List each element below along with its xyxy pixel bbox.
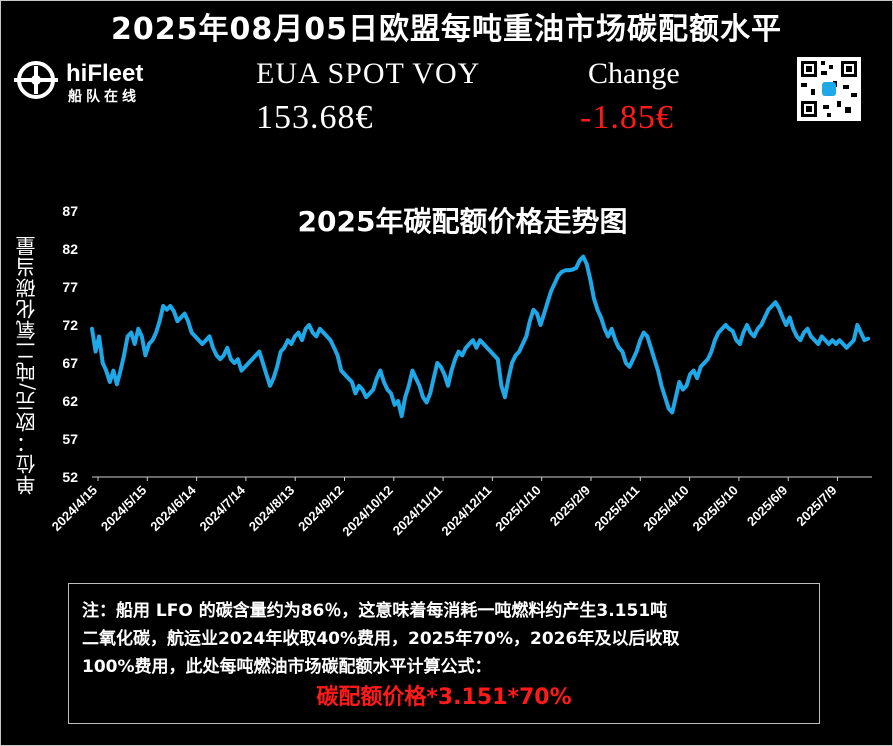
- logo-name: hiFleet: [66, 60, 144, 87]
- y-tick-label: 67: [62, 355, 78, 371]
- x-tick-label: 2025/6/9: [744, 483, 790, 529]
- y-tick-label: 57: [62, 431, 78, 447]
- note-line-1: 注：船用 LFO 的碳含量约为86％，这意味着每消耗一吨燃料约产生3.151吨: [82, 601, 668, 621]
- price-chart: 52 57 62 67 72 77 82 87 2024/4/152024/5/152024/6…: [49, 203, 872, 540]
- price-change: -1.85€: [580, 99, 674, 136]
- x-tick-label: 2024/8/13: [246, 483, 298, 535]
- x-tick-label: 2024/9/12: [295, 483, 347, 535]
- x-tick-label: 2025/2/9: [547, 483, 593, 529]
- y-tick-label: 72: [62, 317, 78, 333]
- note-box: 注：船用 LFO 的碳含量约为86％，这意味着每消耗一吨燃料约产生3.151吨 …: [68, 583, 820, 724]
- x-tick-label: 2024/10/12: [339, 483, 396, 540]
- y-tick-label: 82: [62, 241, 78, 257]
- x-tick-label: 2025/1/10: [492, 483, 544, 535]
- qr-pattern: [801, 61, 857, 117]
- change-label: Change: [588, 57, 680, 90]
- hifleet-logo: hiFleet 船队在线: [14, 58, 164, 108]
- y-tick-label: 52: [62, 469, 78, 485]
- x-tick-label: 2025/4/10: [640, 483, 692, 535]
- qr-code-icon[interactable]: [797, 57, 861, 121]
- spot-price: 153.68€: [256, 99, 374, 136]
- x-tick-label: 2024/7/14: [197, 482, 249, 534]
- spot-label: EUA SPOT VOY: [256, 57, 481, 90]
- page-title: 2025年08月05日欧盟每吨重油市场碳配额水平: [111, 12, 782, 47]
- y-tick-label: 87: [62, 203, 78, 219]
- y-tick-label: 77: [62, 279, 78, 295]
- x-tick-label: 2024/4/15: [49, 483, 101, 535]
- x-tick-label: 2024/6/14: [147, 482, 199, 534]
- formula: 碳配额价格*3.151*70%: [316, 685, 572, 710]
- note-line-2: 二氧化碳，航运业2024年收取40%费用，2025年70%，2026年及以后收取: [82, 629, 680, 649]
- x-tick-label: 2025/7/9: [793, 483, 839, 529]
- logo-subtitle: 船队在线: [68, 89, 140, 105]
- x-tick-label: 2025/3/11: [591, 483, 642, 534]
- x-tick-label: 2024/11/11: [390, 483, 446, 539]
- ship-wheel-icon: [14, 61, 58, 99]
- note-line-3: 100%费用，此处每吨燃油市场碳配额水平计算公式：: [82, 657, 492, 677]
- price-series-line: [90, 254, 870, 419]
- y-tick-label: 62: [62, 393, 78, 409]
- chart-title: 2025年碳配额价格走势图: [297, 205, 628, 238]
- x-tick-label: 2024/12/11: [438, 483, 494, 539]
- x-tick-label: 2024/5/15: [98, 483, 150, 535]
- x-tick-label: 2025/5/10: [690, 483, 742, 535]
